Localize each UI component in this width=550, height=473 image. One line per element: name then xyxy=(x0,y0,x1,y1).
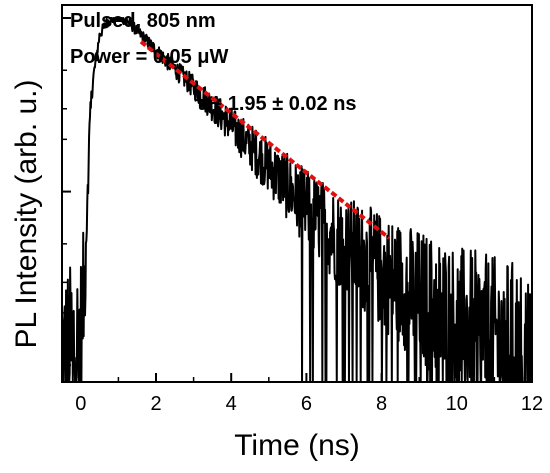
annotation-power: Power = 0.05 μW xyxy=(70,46,229,68)
annotation-excitation: Pulsed, 805 nm xyxy=(70,10,216,32)
x-tick-label: 0 xyxy=(75,393,86,415)
x-tick-label: 8 xyxy=(376,393,387,415)
exponential-fit-line xyxy=(139,40,391,240)
x-tick-label: 10 xyxy=(446,393,468,415)
y-axis-title: PL Intensity (arb. u.) xyxy=(10,79,43,348)
plot-frame xyxy=(61,4,533,383)
x-tick-label: 6 xyxy=(301,393,312,415)
x-tick-label: 12 xyxy=(521,393,543,415)
x-tick-label: 2 xyxy=(150,393,161,415)
x-axis-title: Time (ns) xyxy=(234,429,360,462)
tick-layer: 0 2 4 6 8 10 12 xyxy=(62,17,543,415)
annotation-lifetime: τ ~ 1.95 ± 0.02 ns xyxy=(196,93,357,115)
data-layer xyxy=(61,17,533,383)
x-tick-label: 4 xyxy=(226,393,237,415)
measured-decay-trace xyxy=(61,17,533,383)
